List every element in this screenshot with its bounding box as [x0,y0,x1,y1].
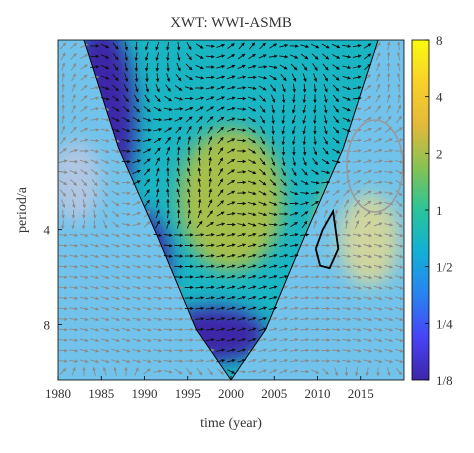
phase-arrow [199,189,200,197]
phase-arrow [59,256,67,257]
phase-arrow [174,109,182,110]
phase-arrow [206,56,214,57]
colorbar-tick-label: 1/8 [436,373,453,388]
phase-arrow [237,172,245,173]
x-tick-label: 2000 [218,386,244,401]
phase-arrow [59,298,67,299]
phase-arrow [237,182,245,183]
colorbar-tick-label: 2 [436,146,443,161]
phase-arrow [168,63,169,71]
phase-arrow [353,140,361,141]
phase-arrow [59,319,67,320]
phase-arrow [300,371,308,372]
phase-arrow [59,266,67,267]
phase-arrow [59,350,67,351]
phase-arrow [90,130,98,131]
x-tick-label: 1990 [132,386,158,401]
colorbar-tick-label: 1/2 [436,260,453,275]
phase-arrow [304,84,305,92]
phase-arrow [237,109,245,110]
phase-arrow [59,287,67,288]
phase-arrow [59,235,67,236]
phase-arrow [59,245,67,246]
x-tick-label: 2005 [261,386,287,401]
x-tick-label: 1980 [45,386,71,401]
x-tick-label: 1995 [175,386,201,401]
colorbar-tick-label: 1 [436,203,443,218]
phase-arrow [237,140,245,141]
colorbar-tick-label: 8 [436,33,443,48]
x-tick-label: 1985 [88,386,114,401]
phase-arrow [269,224,277,225]
plot-area [50,24,404,380]
x-tick-label: 2010 [305,386,331,401]
phase-arrow [283,105,284,113]
colorbar-tick-label: 4 [436,90,443,105]
colorbar: 8 4 2 1 1/2 1/4 1/8 [412,33,453,388]
phase-arrow [258,67,266,68]
phase-arrow [399,84,400,92]
y-axis-label: period/a [15,186,30,233]
power-region [179,128,283,271]
phase-arrow [353,109,361,110]
phase-arrow [206,77,214,78]
x-axis-label: time (year) [200,416,262,431]
y-tick-label: 4 [44,223,51,238]
y-tick-label: 8 [44,318,51,333]
phase-arrow [59,329,67,330]
phase-arrow [59,340,67,341]
phase-arrow [59,277,67,278]
x-tick-label: 2015 [348,386,374,401]
colorbar-tick-label: 1/4 [436,316,453,331]
chart-title: XWT: WWI-ASMB [170,15,292,31]
phase-arrow [59,361,67,362]
phase-arrow [59,308,67,309]
